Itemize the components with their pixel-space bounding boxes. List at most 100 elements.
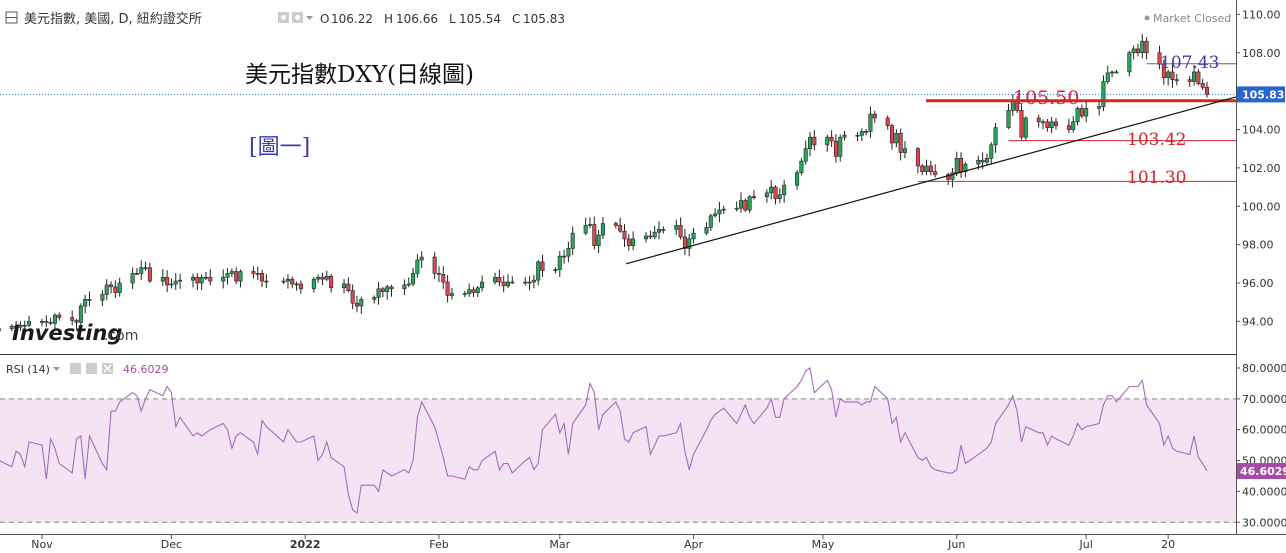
- candle-up: [385, 286, 390, 292]
- candle-up: [708, 215, 713, 228]
- price-y-tick-label: 96.00: [1242, 277, 1274, 290]
- settings-icon-group[interactable]: [278, 12, 313, 23]
- candle-up: [782, 184, 787, 196]
- candle-up: [808, 136, 813, 149]
- candle-up: [1006, 110, 1011, 128]
- candle-up: [173, 280, 178, 285]
- candle-up: [587, 224, 592, 226]
- candle-down: [380, 288, 385, 292]
- candle-up: [717, 209, 722, 215]
- x-tick-label: May: [812, 538, 835, 551]
- candle-up: [1097, 106, 1102, 109]
- candle-up: [652, 231, 657, 238]
- candle-up: [415, 259, 420, 274]
- candle-down: [920, 165, 925, 173]
- candle-down: [743, 200, 748, 211]
- candle-up: [294, 283, 299, 286]
- x-tick-label: 20: [1161, 538, 1175, 551]
- time-x-axis: Nov Dec 2022 Feb Mar Apr May Jun Jul 20: [31, 535, 1175, 551]
- candle-up: [18, 324, 23, 328]
- ohlc-high-label: H: [384, 12, 393, 26]
- candle-up: [78, 305, 83, 323]
- candle-up: [557, 255, 562, 270]
- symbol-title[interactable]: 美元指數, 美國, D, 紐約證交所: [24, 11, 202, 27]
- candle-up: [596, 234, 601, 246]
- candle-up: [199, 276, 204, 284]
- price-y-tick-label: 94.00: [1242, 315, 1274, 328]
- rsi-line: [0, 367, 1208, 514]
- candle-up: [221, 276, 226, 282]
- rsi-overbought-oversold-band: [0, 398, 1236, 523]
- x-tick-label: Feb: [429, 538, 448, 551]
- candle-down: [320, 276, 325, 280]
- candle-down: [885, 117, 890, 126]
- chart-annotation-title: 美元指數DXY(日線圖): [245, 62, 474, 88]
- rsi-chevron-down-icon[interactable]: [53, 367, 60, 371]
- candle-up: [902, 148, 907, 153]
- candle-up: [1105, 72, 1110, 82]
- candle-up: [769, 186, 774, 194]
- ohlc-low-label: L: [449, 12, 456, 26]
- candle-down: [1144, 40, 1149, 54]
- candle-down: [350, 290, 355, 304]
- candle-up: [467, 289, 472, 294]
- candle-up: [264, 280, 269, 283]
- rsi-value-tag-bg: [1237, 463, 1286, 480]
- x-tick-label: Jul: [1079, 538, 1093, 551]
- candle-down: [1066, 125, 1071, 130]
- candle-up: [1101, 81, 1106, 107]
- candle-down: [1205, 87, 1210, 95]
- candle-down: [959, 157, 964, 173]
- candle-up: [1131, 48, 1136, 54]
- chevron-down-icon[interactable]: [306, 16, 313, 20]
- ohlc-open-value: 106.22: [331, 12, 373, 26]
- candle-up: [225, 273, 230, 278]
- rsi-y-tick-label: 60.0000: [1242, 424, 1286, 437]
- candle-up: [1192, 71, 1197, 82]
- candle-up: [139, 267, 144, 274]
- rsi-gear-icon[interactable]: [86, 363, 97, 374]
- candle-up: [842, 134, 847, 138]
- candle-down: [1196, 71, 1201, 84]
- candle-up: [661, 228, 666, 231]
- price-y-tick-label: 110.00: [1242, 8, 1281, 21]
- candle-down: [234, 271, 239, 282]
- candle-down: [57, 314, 62, 318]
- collapse-icon[interactable]: [5, 11, 18, 24]
- candle-up: [311, 278, 316, 290]
- rsi-label[interactable]: RSI (14): [6, 363, 50, 376]
- candle-up: [657, 228, 662, 233]
- candle-down: [147, 267, 152, 282]
- candle-up: [0, 328, 1, 331]
- figure-label: [圖一]: [249, 135, 310, 160]
- candle-up: [9, 325, 14, 329]
- candle-up: [566, 248, 571, 257]
- candle-up: [562, 255, 567, 258]
- candle-up: [143, 267, 148, 269]
- candle-down: [898, 133, 903, 153]
- candle-down: [389, 286, 394, 290]
- rsi-y-axis: 80.000070.000060.000050.000040.000030.00…: [1236, 362, 1286, 529]
- candle-down: [1079, 108, 1084, 117]
- candle-down: [915, 148, 920, 167]
- candle-down: [946, 174, 951, 180]
- candle-up: [536, 261, 541, 281]
- candle-down: [1200, 83, 1205, 88]
- watermark-text: Investing: [12, 321, 122, 345]
- candle-up: [255, 273, 260, 275]
- candle-up: [285, 278, 290, 282]
- candlestick-series: [0, 33, 1210, 333]
- rsi-visibility-icon[interactable]: [70, 363, 81, 374]
- candle-up: [281, 280, 286, 283]
- rsi-y-tick-label: 80.0000: [1242, 362, 1286, 375]
- candle-up: [316, 276, 321, 280]
- candle-up: [984, 157, 989, 163]
- candle-up: [160, 276, 165, 282]
- price-y-tick-label: 98.00: [1242, 239, 1274, 252]
- candle-down: [260, 273, 265, 282]
- candle-up: [644, 235, 649, 240]
- candle-up: [203, 276, 208, 279]
- candle-up: [976, 159, 981, 165]
- rsi-close-icon[interactable]: [102, 363, 113, 374]
- candle-up: [406, 283, 411, 286]
